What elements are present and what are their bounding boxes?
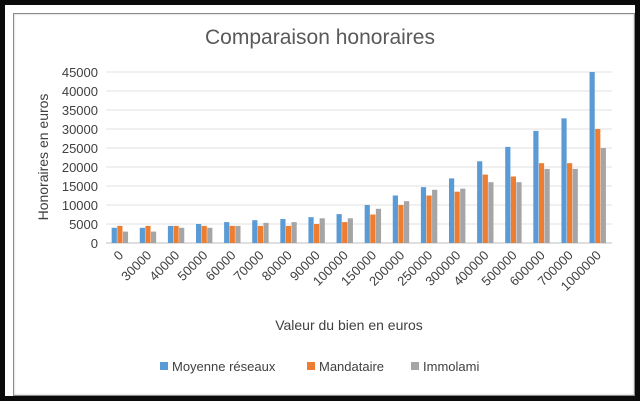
bar — [195, 224, 202, 243]
y-tick-label: 25000 — [62, 141, 98, 156]
legend: Moyenne réseaux Mandataire Immolami — [160, 359, 479, 374]
x-tick-label: 50000 — [174, 248, 210, 284]
bar — [229, 225, 235, 243]
x-tick-label: 70000 — [231, 248, 267, 284]
bar — [207, 227, 213, 243]
legend-label: Immolami — [423, 359, 479, 374]
y-tick-labels: 0 5000 10000 15000 20000 25000 30000 35000 40000… — [62, 65, 98, 251]
x-tick-label: 0 — [110, 248, 126, 264]
bar — [179, 227, 185, 243]
y-tick-label: 40000 — [62, 84, 98, 99]
bar — [201, 225, 207, 243]
bar — [392, 195, 398, 243]
y-tick-label: 30000 — [62, 122, 98, 137]
gridlines — [106, 71, 612, 244]
bar — [291, 222, 297, 243]
x-axis-title: Valeur du bien en euros — [275, 317, 423, 333]
bar — [477, 161, 483, 243]
bar — [600, 148, 606, 243]
bar — [117, 225, 123, 243]
bar — [224, 222, 230, 243]
y-tick-label: 20000 — [62, 160, 98, 175]
bar — [460, 188, 466, 243]
x-tick-label: 60000 — [202, 248, 238, 284]
bar — [589, 72, 595, 243]
chart-area — [13, 13, 635, 396]
x-tick-label: 80000 — [259, 248, 295, 284]
bar — [448, 178, 455, 243]
bar — [342, 222, 348, 243]
bar — [567, 163, 573, 243]
legend-label: Mandataire — [319, 359, 384, 374]
bar — [454, 191, 460, 243]
bar — [150, 231, 157, 243]
bar — [263, 222, 269, 243]
bar — [173, 225, 179, 243]
bar — [482, 174, 488, 243]
bar — [336, 214, 342, 243]
bar — [561, 118, 567, 243]
legend-swatch — [307, 362, 315, 370]
bar — [139, 227, 145, 243]
bar — [167, 225, 174, 243]
bar — [510, 176, 517, 243]
bar — [257, 225, 264, 243]
bar — [538, 163, 545, 243]
bar — [122, 231, 129, 243]
bar — [235, 225, 241, 243]
bar — [370, 214, 376, 243]
bar — [398, 205, 404, 243]
bar — [314, 224, 320, 243]
bar — [432, 189, 438, 243]
bar — [308, 217, 314, 243]
bar — [595, 129, 601, 243]
bar — [145, 225, 151, 243]
bar — [516, 182, 522, 243]
bar — [364, 205, 370, 243]
bar — [347, 218, 353, 243]
y-tick-label: 45000 — [62, 65, 98, 80]
x-tick-label: 40000 — [146, 248, 182, 284]
legend-swatch — [160, 362, 168, 370]
legend-label: Moyenne réseaux — [172, 359, 276, 374]
y-tick-label: 35000 — [62, 103, 98, 118]
bar — [319, 218, 325, 243]
bar — [505, 146, 511, 243]
bar — [280, 219, 286, 243]
y-tick-label: 10000 — [62, 198, 98, 213]
bar — [533, 130, 539, 243]
bar — [426, 195, 432, 243]
y-tick-label: 0 — [91, 236, 98, 251]
bar — [488, 182, 494, 243]
x-tick-labels: 0300004000050000600007000080000900001000… — [110, 248, 604, 294]
bars — [111, 72, 606, 243]
bar — [375, 208, 382, 243]
chart-title: Comparaison honoraires — [205, 26, 435, 49]
bar — [403, 201, 410, 243]
bar — [544, 168, 550, 243]
bar — [252, 220, 258, 243]
bar — [285, 225, 292, 243]
legend-swatch — [411, 362, 419, 370]
x-tick-label: 30000 — [118, 248, 154, 284]
bar — [572, 168, 578, 243]
bar — [111, 227, 117, 243]
y-axis-title: Honoraires en euros — [35, 94, 51, 221]
bar — [420, 187, 427, 243]
y-tick-label: 15000 — [62, 179, 98, 194]
y-tick-label: 5000 — [69, 217, 98, 232]
